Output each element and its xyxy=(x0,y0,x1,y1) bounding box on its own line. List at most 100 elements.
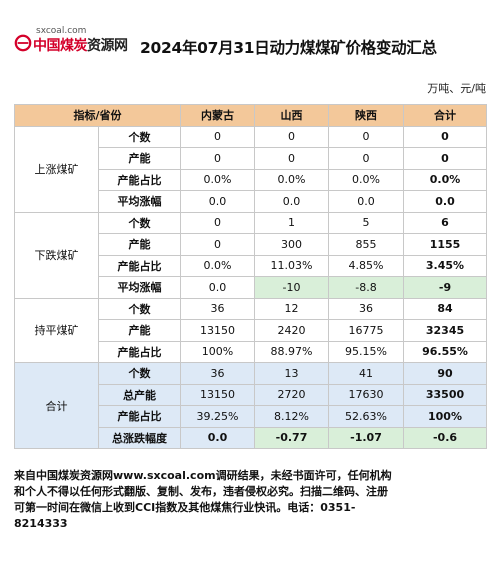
header: sxcoal.com 中国煤炭资源网 2024年07月31日动力煤煤矿价格变动汇… xyxy=(0,0,500,70)
metric-label: 产能 xyxy=(98,147,181,170)
value-cell: 13150 xyxy=(180,383,255,406)
value-cell: 300 xyxy=(254,233,329,256)
metric-label: 产能占比 xyxy=(98,168,181,191)
value-cell: 8.12% xyxy=(254,405,329,428)
value-cell: 0.0 xyxy=(403,190,487,213)
table-row: 产能占比 39.25% 8.12% 52.63% 100% xyxy=(15,405,487,428)
value-cell: 0 xyxy=(180,125,255,148)
footer-notice: 来自中国煤炭资源网www.sxcoal.com调研结果，未经书面许可，任何机构和… xyxy=(14,469,392,530)
value-cell: -1.07 xyxy=(328,426,404,449)
value-cell: 13 xyxy=(254,362,329,385)
value-cell: 90 xyxy=(403,362,487,385)
value-cell: 855 xyxy=(328,233,404,256)
value-cell: -0.6 xyxy=(403,426,487,449)
metric-label: 产能占比 xyxy=(98,405,181,428)
metric-label: 个数 xyxy=(98,125,181,148)
value-cell: 17630 xyxy=(328,383,404,406)
logo-mark-icon xyxy=(14,34,32,52)
value-cell: 0.0 xyxy=(328,190,404,213)
value-cell: 52.63% xyxy=(328,405,404,428)
metric-label: 个数 xyxy=(98,297,181,320)
logo: sxcoal.com 中国煤炭资源网 xyxy=(14,26,134,60)
group-label-flat: 持平煤矿 xyxy=(14,297,99,363)
value-cell: 95.15% xyxy=(328,340,404,363)
value-cell: 5 xyxy=(328,211,404,234)
value-cell: 0.0 xyxy=(254,190,329,213)
value-cell: 1155 xyxy=(403,233,487,256)
table-header-row: 指标/省份 内蒙古 山西 陕西 合计 xyxy=(14,104,487,127)
value-cell: 32345 xyxy=(403,319,487,342)
value-cell: 0 xyxy=(403,125,487,148)
table-row: 总涨跌幅度 0.0 -0.77 -1.07 -0.6 xyxy=(15,426,487,449)
value-cell: 0 xyxy=(328,125,404,148)
value-cell: 0.0% xyxy=(328,168,404,191)
metric-label: 个数 xyxy=(98,211,181,234)
value-cell: 0 xyxy=(180,147,255,170)
value-cell: -9 xyxy=(403,276,487,299)
table-row: 产能占比 100% 88.97% 95.15% 96.55% xyxy=(15,340,487,363)
metric-label: 总涨跌幅度 xyxy=(98,426,181,449)
metric-label: 产能占比 xyxy=(98,340,181,363)
unit-label: 万吨、元/吨 xyxy=(427,82,486,95)
value-cell: 12 xyxy=(254,297,329,320)
value-cell: 0.0% xyxy=(180,254,255,277)
value-cell: -10 xyxy=(254,276,329,299)
value-cell: 6 xyxy=(403,211,487,234)
value-cell: 0.0 xyxy=(180,190,255,213)
value-cell: 41 xyxy=(328,362,404,385)
value-cell: 0 xyxy=(180,233,255,256)
group-label-rising: 上涨煤矿 xyxy=(14,125,99,213)
value-cell: 0 xyxy=(254,125,329,148)
metric-label: 产能 xyxy=(98,319,181,342)
table-row: 下跌煤矿 个数 0 1 5 6 xyxy=(14,211,487,299)
value-cell: 0.0% xyxy=(254,168,329,191)
value-cell: 2420 xyxy=(254,319,329,342)
metric-label: 平均涨幅 xyxy=(98,276,181,299)
header-shanxi: 山西 xyxy=(254,104,329,127)
metric-label: 平均涨幅 xyxy=(98,190,181,213)
value-cell: 0 xyxy=(180,211,255,234)
value-cell: 2720 xyxy=(254,383,329,406)
metric-label: 个数 xyxy=(98,362,181,385)
value-cell: 1 xyxy=(254,211,329,234)
value-cell: 11.03% xyxy=(254,254,329,277)
value-cell: 4.85% xyxy=(328,254,404,277)
value-cell: -0.77 xyxy=(254,426,329,449)
table-row: 合计 个数 36 13 41 90 xyxy=(14,362,487,449)
value-cell: 13150 xyxy=(180,319,255,342)
table-row: 产能 0 300 855 1155 xyxy=(15,233,487,256)
value-cell: 0.0 xyxy=(180,426,255,449)
value-cell: 36 xyxy=(180,362,255,385)
value-cell: 33500 xyxy=(403,383,487,406)
group-label-falling: 下跌煤矿 xyxy=(14,211,99,299)
table-row: 上涨煤矿 个数 0 0 0 0 xyxy=(14,125,487,213)
value-cell: 36 xyxy=(180,297,255,320)
value-cell: 0.0% xyxy=(403,168,487,191)
logo-text: 中国煤炭资源网 xyxy=(33,38,128,54)
header-indicator: 指标/省份 xyxy=(14,104,181,127)
value-cell: 39.25% xyxy=(180,405,255,428)
header-shaanxi: 陕西 xyxy=(328,104,404,127)
table-row: 平均涨幅 0.0 0.0 0.0 0.0 xyxy=(15,190,487,213)
table-row: 产能占比 0.0% 0.0% 0.0% 0.0% xyxy=(15,168,487,191)
page-title: 2024年07月31日动力煤煤矿价格变动汇总 xyxy=(140,39,437,57)
value-cell: 0.0 xyxy=(180,276,255,299)
value-cell: 100% xyxy=(180,340,255,363)
value-cell: 0 xyxy=(254,147,329,170)
metric-label: 总产能 xyxy=(98,383,181,406)
value-cell: 96.55% xyxy=(403,340,487,363)
value-cell: -8.8 xyxy=(328,276,404,299)
table-row: 总产能 13150 2720 17630 33500 xyxy=(15,383,487,406)
value-cell: 0 xyxy=(328,147,404,170)
price-change-table: 指标/省份 内蒙古 山西 陕西 合计 上涨煤矿 个数 0 0 0 0 产能 0 0 0 0 产能占比 0… xyxy=(14,104,487,449)
value-cell: 0.0% xyxy=(180,168,255,191)
header-total: 合计 xyxy=(403,104,487,127)
value-cell: 88.97% xyxy=(254,340,329,363)
table-row: 持平煤矿 个数 36 12 36 84 xyxy=(14,297,487,363)
logo-url: sxcoal.com xyxy=(36,26,87,36)
metric-label: 产能占比 xyxy=(98,254,181,277)
value-cell: 3.45% xyxy=(403,254,487,277)
metric-label: 产能 xyxy=(98,233,181,256)
value-cell: 36 xyxy=(328,297,404,320)
value-cell: 100% xyxy=(403,405,487,428)
